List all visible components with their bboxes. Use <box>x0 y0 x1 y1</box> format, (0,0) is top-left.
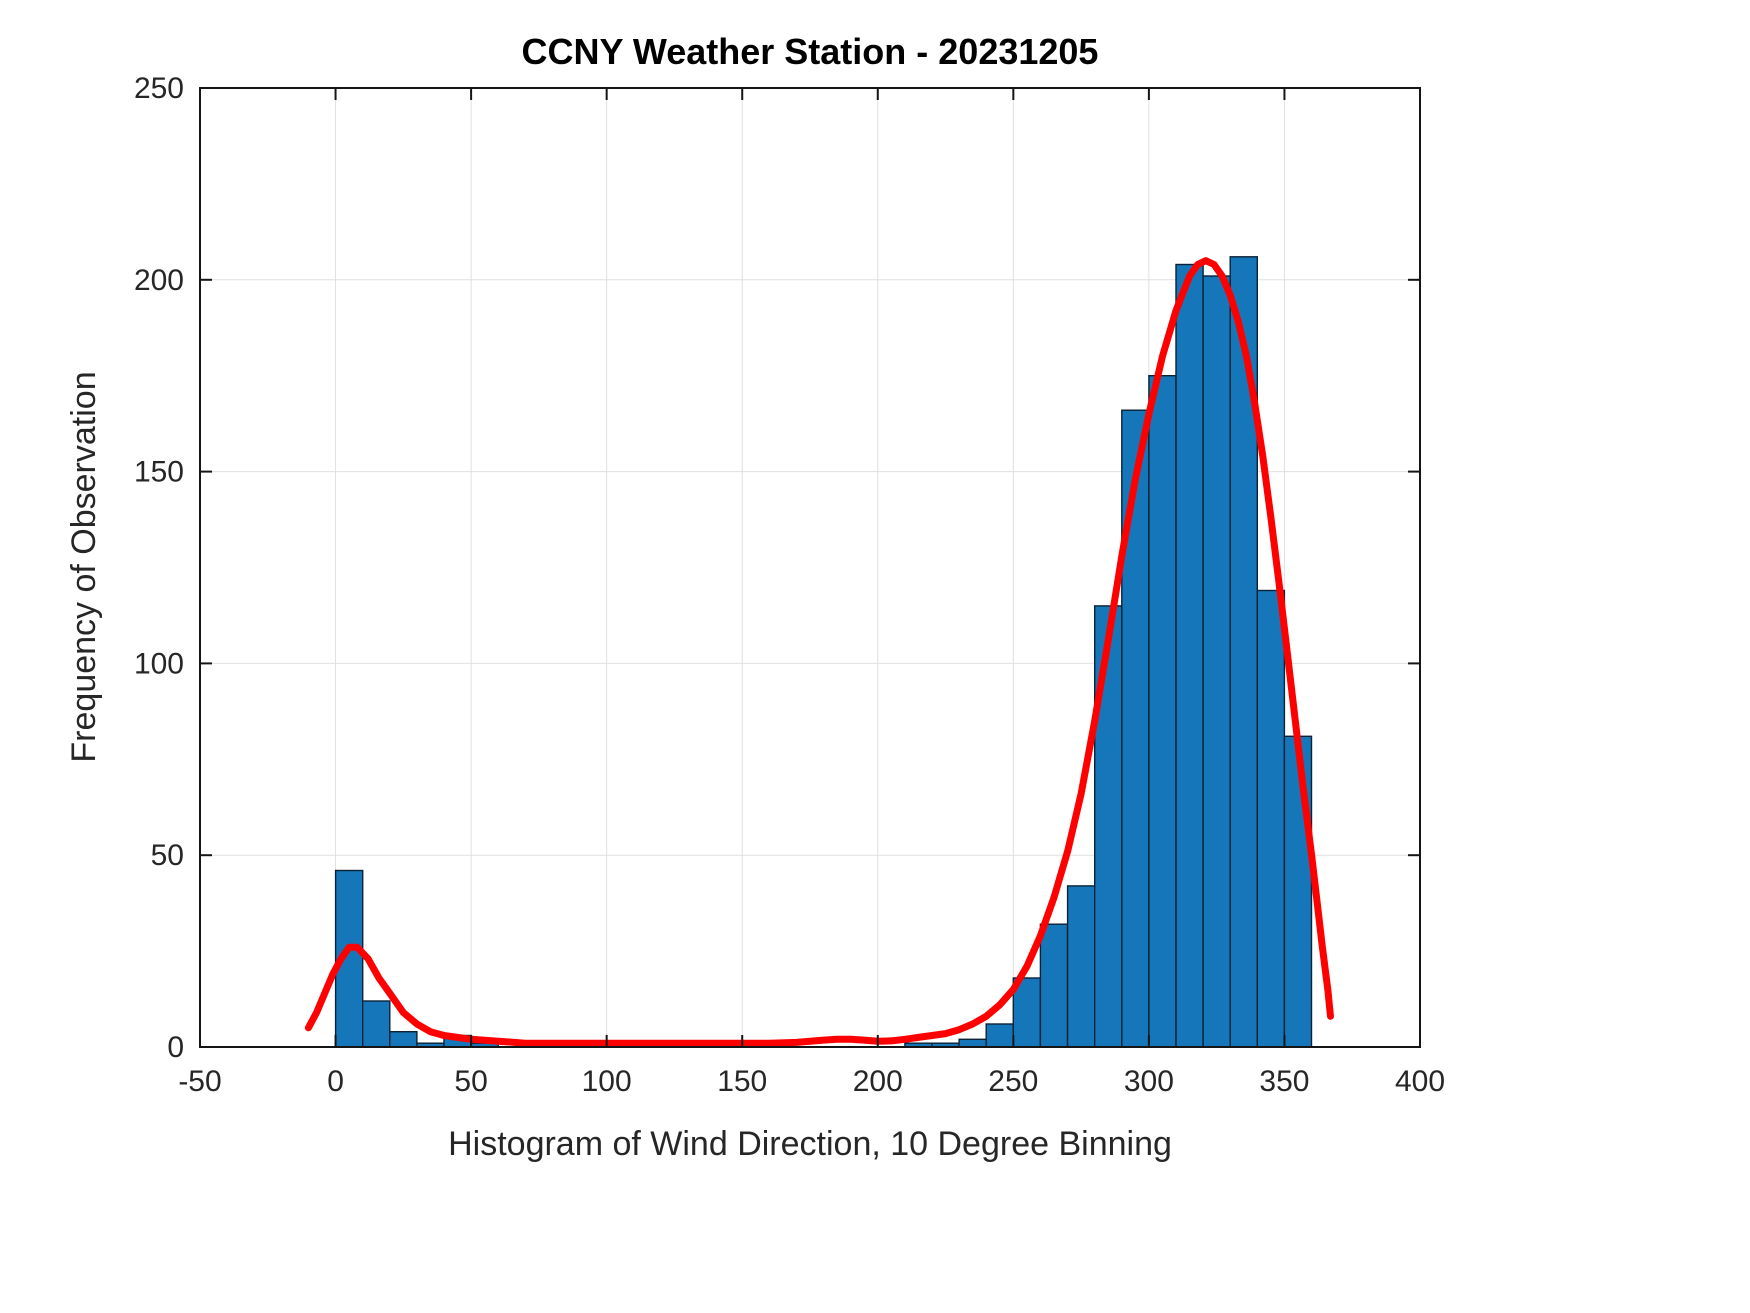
fit-curve-layer <box>304 257 1334 1047</box>
x-tick-label: 400 <box>1395 1065 1445 1098</box>
histogram-bar <box>1148 375 1177 1048</box>
histogram-bars <box>334 256 1313 1048</box>
y-axis-label: Frequency of Observation <box>65 371 103 762</box>
x-tick-label: 250 <box>988 1065 1038 1098</box>
histogram-bar <box>1066 885 1096 1048</box>
x-tick-label: -50 <box>178 1065 221 1098</box>
x-axis-label: Histogram of Wind Direction, 10 Degree B… <box>448 1125 1172 1163</box>
chart-title: CCNY Weather Station - 20231205 <box>522 31 1099 72</box>
axes-frame <box>199 87 1421 1048</box>
x-tick-label: 300 <box>1124 1065 1174 1098</box>
histogram-bar <box>1175 263 1204 1048</box>
histogram-bar <box>1039 923 1069 1048</box>
x-tick-label: 100 <box>582 1065 632 1098</box>
y-tick-label: 0 <box>167 1031 184 1064</box>
histogram-bar <box>1202 275 1231 1048</box>
y-tick-label: 50 <box>151 839 184 872</box>
histogram-bar <box>1283 735 1313 1048</box>
x-tick-label: 150 <box>717 1065 767 1098</box>
histogram-bar <box>1256 589 1286 1048</box>
y-tick-label: 100 <box>134 647 184 680</box>
x-tick-label: 200 <box>853 1065 903 1098</box>
histogram-bar <box>389 1030 418 1048</box>
histogram-bar <box>1093 605 1123 1048</box>
x-tick-label: 0 <box>327 1065 344 1098</box>
tick-marks <box>199 87 1421 1048</box>
plot-box <box>199 87 1421 1048</box>
x-tick-label: 50 <box>454 1065 487 1098</box>
kde-fit-curve <box>304 257 1334 1047</box>
histogram-bar <box>1121 409 1150 1048</box>
y-tick-label: 200 <box>134 264 184 297</box>
y-tick-label: 150 <box>134 456 184 489</box>
histogram-bar <box>362 1000 391 1048</box>
histogram-bar <box>985 1023 1015 1048</box>
y-tick-label: 250 <box>134 72 184 105</box>
histogram-bar <box>958 1038 987 1048</box>
tick-labels: -50 0 50 100 150 200 250 300 350 4000501001502002… <box>134 72 1445 1098</box>
x-tick-label: 350 <box>1259 1065 1309 1098</box>
